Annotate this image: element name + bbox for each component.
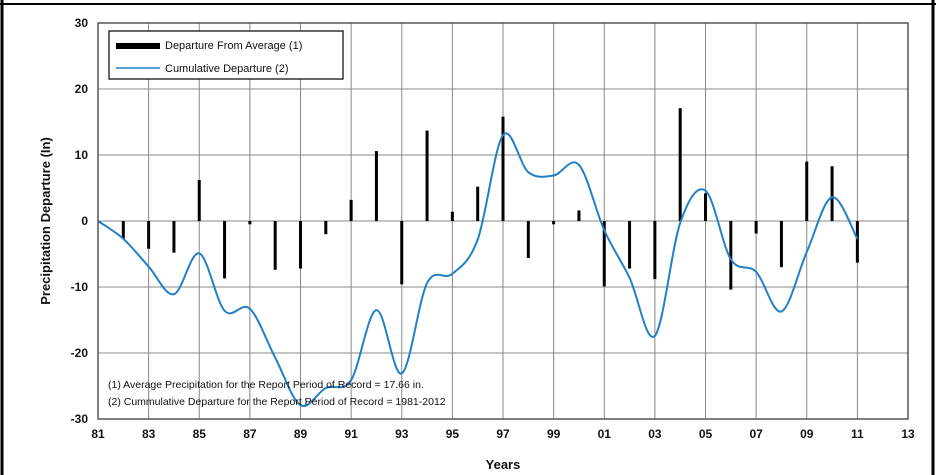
departure-bar [526, 221, 530, 258]
departure-bar [678, 108, 682, 221]
legend-label-cumulative: Cumulative Departure (2) [165, 63, 289, 75]
departure-bar [476, 186, 480, 221]
departure-bar [349, 199, 353, 221]
x-tick-label: 05 [699, 427, 713, 441]
y-tick-label: -10 [71, 280, 89, 294]
departure-bar [374, 151, 378, 221]
departure-bar [704, 193, 707, 221]
departure-bar [602, 221, 606, 287]
y-tick-label: 10 [75, 148, 89, 162]
cumulative-departure-line [97, 132, 859, 407]
x-axis-ticks: 81 83 85 87 89 91 93 95 97 99 01 03 05 07 09 11 13 [91, 427, 915, 441]
y-tick-label: 20 [75, 82, 89, 96]
x-tick-label: 89 [294, 427, 308, 441]
y-tick-label: -20 [71, 346, 89, 360]
departure-bar [552, 221, 556, 225]
legend: Departure From Average (1) Cumulative De… [108, 30, 344, 80]
x-tick-label: 97 [496, 427, 510, 441]
departure-bars [121, 108, 859, 290]
departure-bar [855, 221, 859, 263]
x-tick-label: 91 [344, 427, 358, 441]
departure-bar [299, 221, 302, 269]
x-tick-label: 87 [243, 427, 257, 441]
y-tick-label: 30 [75, 16, 89, 30]
x-tick-label: 11 [851, 427, 864, 441]
departure-bar [729, 221, 733, 290]
departure-bar [830, 166, 834, 221]
legend-label-departure: Departure From Average (1) [165, 40, 302, 52]
x-axis-title: Years [486, 457, 521, 472]
y-axis-title: Precipitation Departure (In) [38, 137, 53, 305]
x-tick-label: 99 [547, 427, 561, 441]
legend-box [108, 30, 344, 80]
note-cumulative-period: (2) Cummulative Departure for the Report… [108, 396, 446, 408]
x-tick-label: 95 [446, 427, 460, 441]
departure-bar [223, 221, 227, 279]
departure-bar [324, 221, 328, 235]
departure-bar [653, 221, 657, 280]
departure-bar [754, 221, 758, 234]
x-tick-label: 93 [395, 427, 409, 441]
departure-bar [501, 116, 505, 221]
departure-bar [805, 161, 809, 221]
x-tick-label: 81 [91, 427, 105, 441]
cumulative-line [97, 132, 859, 407]
x-tick-label: 01 [598, 427, 612, 441]
x-tick-label: 09 [800, 427, 814, 441]
x-tick-label: 03 [648, 427, 662, 441]
departure-bar [248, 221, 252, 225]
x-tick-label: 13 [901, 427, 915, 441]
departure-bar [273, 221, 277, 270]
legend-bar-swatch [116, 43, 160, 49]
y-axis-ticks: -30 -20 -10 0 10 20 30 [71, 16, 89, 426]
departure-bar [172, 221, 176, 253]
y-tick-label: 0 [81, 214, 88, 228]
x-tick-label: 83 [142, 427, 156, 441]
y-tick-label: -30 [71, 412, 89, 426]
x-tick-label: 07 [749, 427, 763, 441]
note-average-precipitation: (1) Average Precipitation for the Report… [108, 379, 424, 391]
departure-bar [197, 180, 201, 221]
departure-bar [425, 130, 429, 221]
x-tick-label: 85 [193, 427, 207, 441]
departure-bar [577, 210, 581, 221]
departure-bar [628, 221, 632, 269]
departure-bar [400, 221, 404, 285]
departure-bar [450, 211, 454, 221]
departure-bar [121, 221, 125, 239]
plot-area-border [97, 22, 909, 420]
departure-bar [147, 221, 151, 249]
departure-bar [779, 221, 783, 268]
